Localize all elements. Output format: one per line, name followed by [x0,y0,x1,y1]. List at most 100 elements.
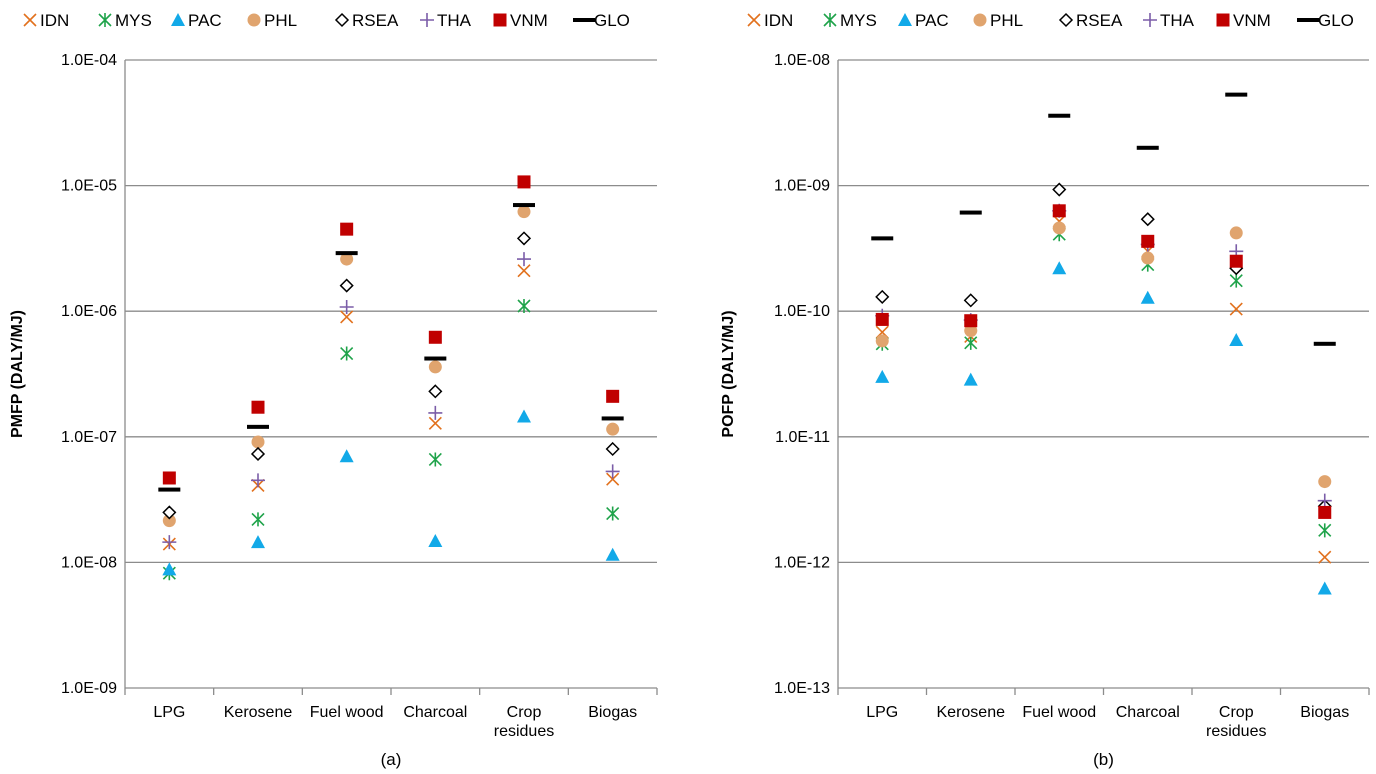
point-glo [424,356,447,361]
x-category-label: Charcoal [1116,704,1180,721]
panel-caption: (a) [381,750,402,769]
legend-marker-idn [23,13,37,27]
legend-marker-pac [898,13,912,26]
point-vnm [340,222,354,236]
point-glo [158,487,181,492]
legend-label: PHL [264,11,297,30]
point-vnm [1052,204,1066,218]
point-tha [162,535,177,550]
point-tha [1317,493,1332,508]
x-category-label: Crop [507,704,542,721]
y-tick-label: 1.0E-09 [774,178,830,195]
point-rsea [428,384,443,399]
legend-marker-mys [823,13,837,27]
x-category-label: Charcoal [403,704,467,721]
point-vnm [1229,254,1243,268]
y-axis-title: PMFP (DALY/MJ) [9,310,26,438]
point-pac [1140,290,1155,304]
legend-label: RSEA [352,11,399,30]
point-mys [340,346,354,361]
point-vnm [964,314,978,328]
y-tick-label: 1.0E-11 [775,429,830,446]
point-glo [1136,145,1159,150]
point-pac [605,547,620,561]
point-rsea [1052,182,1067,197]
point-pac [162,562,177,576]
point-rsea [516,231,532,246]
point-rsea [1140,212,1155,227]
point-idn [340,310,354,324]
point-pac [1317,581,1332,595]
point-glo [871,236,894,241]
point-idn [428,416,442,430]
legend-marker-glo [573,18,595,22]
point-phl [875,334,889,348]
point-pac [428,534,443,548]
data-points [871,92,1336,595]
point-phl [251,435,265,449]
point-vnm [517,175,531,189]
x-category-label: LPG [866,704,898,721]
y-tick-label: 1.0E-06 [61,303,117,320]
x-category-label: residues [1206,723,1266,740]
point-phl [1229,226,1243,240]
point-rsea [339,278,354,293]
legend-label: MYS [115,11,152,30]
point-rsea [875,289,890,304]
chart-panel-a: 1.0E-09 1.0E-08 1.0E-07 1.0E-06 1.0E-05 1.0E-… [9,11,658,769]
x-category-label: Crop [1219,704,1254,721]
legend-label: THA [437,11,472,30]
legend-marker-vnm [493,13,507,27]
point-glo [513,203,535,208]
point-mys [964,335,978,350]
point-rsea [963,293,978,308]
legend-label: THA [1160,11,1195,30]
point-vnm [606,389,620,403]
point-glo [335,251,358,256]
legend-label: GLO [594,11,630,30]
point-idn [1318,550,1332,564]
point-pac [251,535,265,549]
y-axis-title: POFP (DALY/MJ) [720,310,737,437]
y-tick-label: 1.0E-13 [774,680,830,697]
x-category-label: Biogas [1300,704,1349,721]
point-idn [517,264,531,278]
legend-marker-phl [247,13,261,27]
point-vnm [1141,234,1155,248]
point-vnm [251,400,265,414]
point-rsea [250,446,266,462]
legend-label: IDN [764,11,793,30]
legend-label: IDN [40,11,69,30]
legend-marker-rsea [334,12,350,28]
point-phl [606,422,620,436]
point-mys [1229,273,1243,288]
data-points [158,175,624,581]
point-tha [251,473,265,488]
point-phl [428,360,442,374]
legend-marker-pac [171,13,185,26]
legend-marker-tha [420,13,434,27]
y-tick-label: 1.0E-09 [61,680,117,697]
x-category-label: LPG [153,704,185,721]
legend: IDN MYS PAC PHL RSEA THA VNM GLO [747,11,1354,30]
y-tick-label: 1.0E-12 [774,554,830,571]
y-tick-label: 1.0E-08 [774,52,830,69]
point-glo [959,210,982,215]
panel-caption: (b) [1093,750,1114,769]
point-tha [517,252,531,267]
point-pac [1052,261,1067,275]
point-pac [963,372,978,386]
legend-marker-vnm [1216,13,1230,27]
point-pac [339,449,354,463]
legend-label: RSEA [1076,11,1123,30]
y-tick-label: 1.0E-05 [61,178,117,195]
legend-marker-idn [747,13,761,27]
point-pac [517,409,531,423]
x-category-label: Fuel wood [310,704,384,721]
point-phl [1318,475,1332,489]
x-category-label: Kerosene [937,704,1006,721]
point-tha [428,405,443,420]
legend-label: PHL [990,11,1023,30]
legend-marker-phl [973,13,987,27]
point-mys [1318,523,1332,538]
